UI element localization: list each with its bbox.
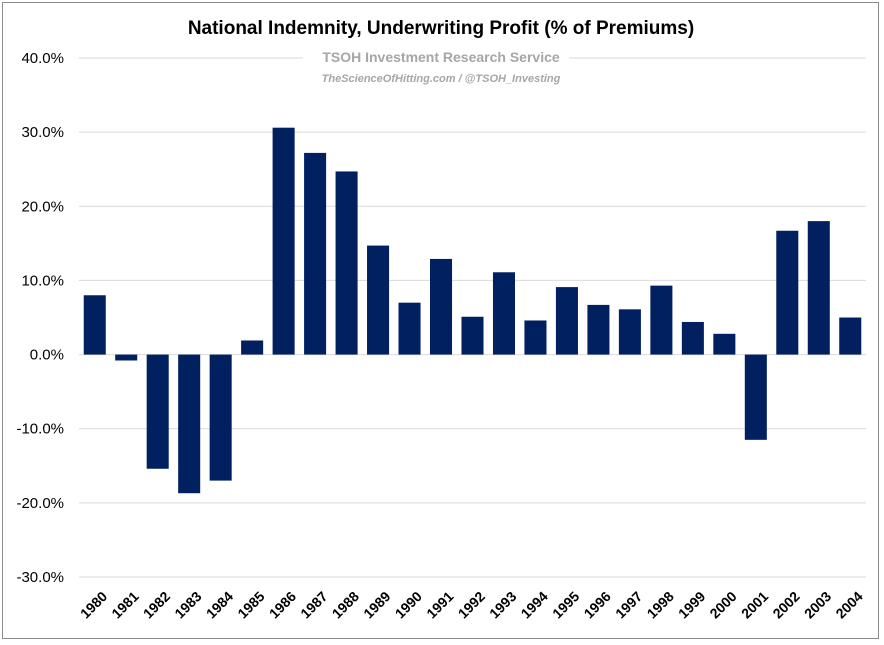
bar-1986 <box>272 127 295 355</box>
bar-2001 <box>744 354 767 440</box>
x-tick-label-1999: 1999 <box>675 588 708 621</box>
x-tick-label-1988: 1988 <box>329 588 362 621</box>
chart-svg: National Indemnity, Underwriting Profit … <box>16 18 866 622</box>
bar-1994 <box>524 320 547 355</box>
chart-title: National Indemnity, Underwriting Profit … <box>188 18 694 39</box>
y-tick-label: 30.0% <box>21 124 64 141</box>
y-tick-label: 10.0% <box>21 272 64 289</box>
watermark-line-2: TheScienceOfHitting.com / @TSOH_Investin… <box>322 73 561 85</box>
x-tick-label-1983: 1983 <box>171 588 204 621</box>
y-tick-label: 40.0% <box>21 50 64 67</box>
y-tick-label: -20.0% <box>16 495 64 512</box>
bar-1993 <box>492 272 515 355</box>
x-tick-label-1991: 1991 <box>423 588 456 621</box>
y-tick-label: -30.0% <box>16 569 64 586</box>
x-tick-label-1987: 1987 <box>297 588 330 621</box>
bar-1985 <box>241 340 264 355</box>
bar-2004 <box>839 317 862 355</box>
bar-1996 <box>587 304 610 355</box>
bar-1982 <box>146 354 169 469</box>
bar-1989 <box>367 245 390 355</box>
bar-1990 <box>398 302 421 355</box>
x-tick-label-1990: 1990 <box>392 588 425 621</box>
bar-1999 <box>681 321 704 355</box>
x-tick-label-1981: 1981 <box>108 588 141 621</box>
bar-1987 <box>304 152 327 355</box>
bar-1980 <box>83 295 106 355</box>
bar-series <box>83 127 862 494</box>
x-tick-label-1989: 1989 <box>360 588 393 621</box>
x-tick-label-2002: 2002 <box>769 588 802 621</box>
x-tick-label-2004: 2004 <box>832 588 865 621</box>
x-tick-label-1995: 1995 <box>549 588 582 621</box>
x-tick-label-1998: 1998 <box>644 588 677 621</box>
watermark-line-1: TSOH Investment Research Service <box>322 49 560 65</box>
x-tick-label-2000: 2000 <box>706 588 739 621</box>
x-tick-label-1994: 1994 <box>518 588 551 621</box>
y-tick-label: -10.0% <box>16 421 64 438</box>
x-axis-tick-labels: 1980198119821983198419851986198719881989… <box>77 588 866 621</box>
x-tick-label-1996: 1996 <box>581 588 614 621</box>
x-tick-label-1993: 1993 <box>486 588 519 621</box>
bar-2002 <box>776 230 799 355</box>
x-tick-label-1992: 1992 <box>455 588 488 621</box>
x-tick-label-1980: 1980 <box>77 588 110 621</box>
y-tick-label: 0.0% <box>30 347 64 364</box>
bar-2000 <box>713 333 736 355</box>
watermark-background <box>303 47 569 89</box>
x-tick-label-1985: 1985 <box>234 588 267 621</box>
bar-1981 <box>115 354 138 361</box>
bar-1983 <box>178 354 201 494</box>
x-tick-label-1997: 1997 <box>612 588 645 621</box>
y-axis-tick-labels: -30.0% -20.0% -10.0% 0.0% 10.0% 20.0% 30.0% 40.… <box>16 50 64 586</box>
bar-1988 <box>335 171 358 355</box>
bar-1992 <box>461 316 484 355</box>
x-tick-label-1986: 1986 <box>266 588 299 621</box>
bar-1998 <box>650 285 673 355</box>
bar-1997 <box>618 309 641 355</box>
x-tick-label-1984: 1984 <box>203 588 236 621</box>
x-tick-label-2001: 2001 <box>738 588 771 621</box>
x-tick-label-1982: 1982 <box>140 588 173 621</box>
x-tick-label-2003: 2003 <box>801 588 834 621</box>
watermark: TSOH Investment Research Service TheScie… <box>303 47 569 89</box>
bar-2003 <box>807 221 830 355</box>
bar-1984 <box>209 354 232 481</box>
chart-frame: National Indemnity, Underwriting Profit … <box>2 2 879 639</box>
bar-1991 <box>430 258 453 355</box>
y-tick-label: 20.0% <box>21 198 64 215</box>
bar-1995 <box>555 287 578 355</box>
